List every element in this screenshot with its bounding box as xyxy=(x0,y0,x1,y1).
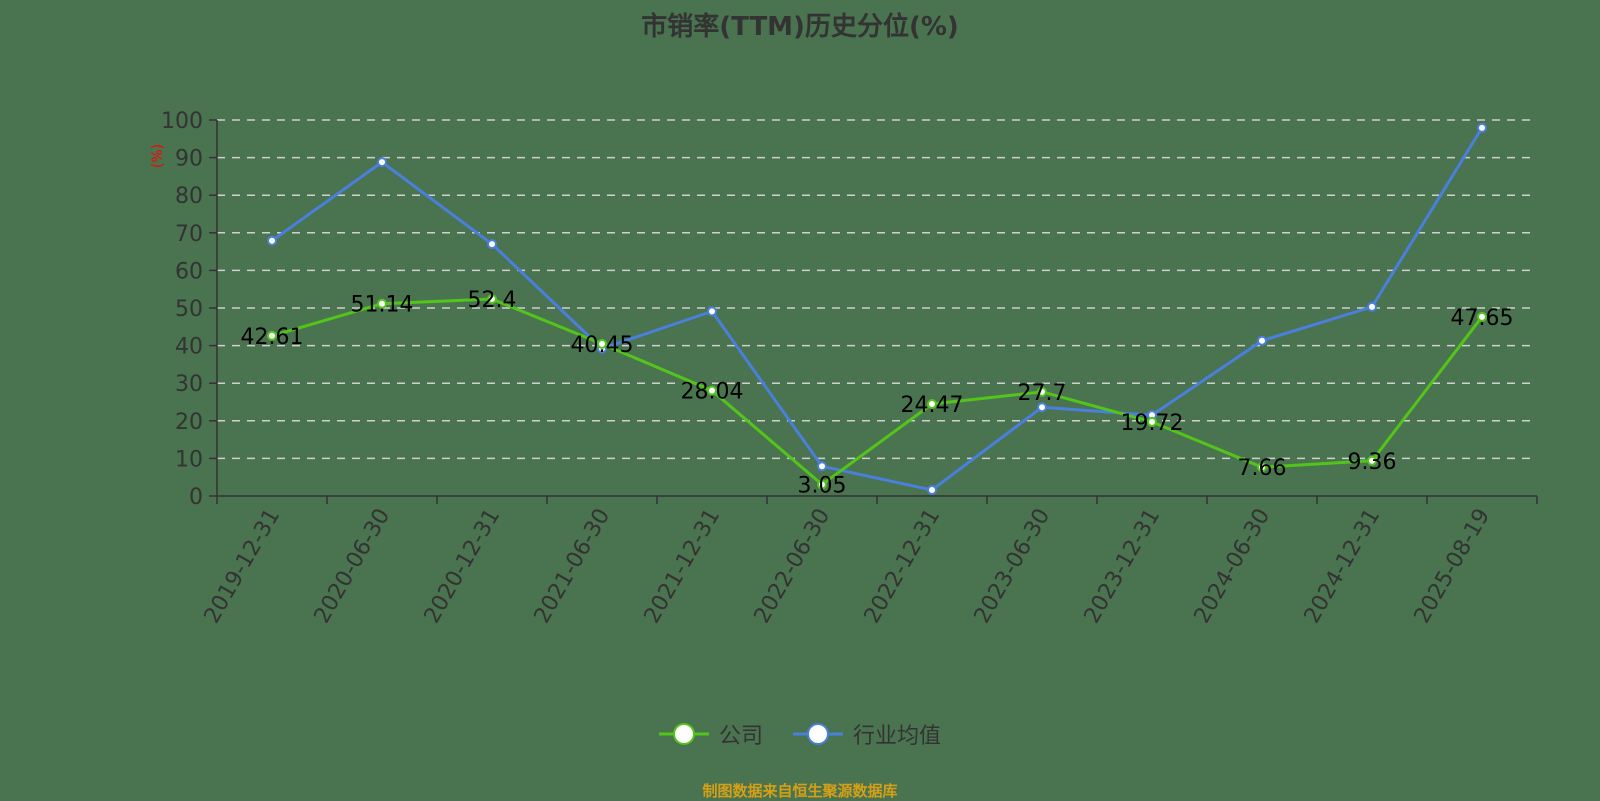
data-point[interactable] xyxy=(487,293,497,304)
data-label: 3.05 xyxy=(798,474,847,499)
series-line xyxy=(271,297,1484,487)
data-label: 47.65 xyxy=(1451,306,1514,331)
data-label: 52.4 xyxy=(468,288,517,313)
data-point[interactable] xyxy=(267,235,277,246)
data-point[interactable] xyxy=(707,306,717,317)
data-point[interactable] xyxy=(1477,122,1487,133)
data-labels: 42.61 51.14 52.4 40.45 28.04 3.05 24.47 27.7 19.… xyxy=(241,288,1514,499)
data-label: 28.04 xyxy=(681,380,744,405)
y-tick-label: 100 xyxy=(161,109,203,134)
data-label: 51.14 xyxy=(351,293,414,318)
grid-lines xyxy=(217,119,1537,460)
y-tick-label: 80 xyxy=(175,184,203,209)
legend-item-company[interactable]: 公司 xyxy=(658,718,763,750)
axes: 0 10 20 30 40 50 60 70 80 90 100 (%) 2019-12-31 2020-… xyxy=(150,109,1538,628)
legend-label: 行业均值 xyxy=(853,724,942,749)
y-tick-label: 60 xyxy=(175,259,203,284)
x-tick-label: 2021-12-31 xyxy=(640,505,726,628)
series-lines xyxy=(267,122,1487,495)
data-point[interactable] xyxy=(817,461,827,472)
data-point[interactable] xyxy=(707,385,717,396)
x-tick-label: 2024-06-30 xyxy=(1190,505,1276,628)
legend-item-industry-average[interactable]: 行业均值 xyxy=(793,718,941,750)
data-point[interactable] xyxy=(1477,311,1487,322)
legend: 公司 行业均值 xyxy=(0,718,1600,750)
data-point[interactable] xyxy=(487,239,497,250)
data-point[interactable] xyxy=(267,330,277,341)
y-tick-label: 40 xyxy=(175,335,203,360)
data-label: 19.72 xyxy=(1121,411,1184,436)
y-tick-label: 70 xyxy=(175,222,203,247)
data-point[interactable] xyxy=(927,398,937,409)
data-point[interactable] xyxy=(597,338,607,349)
legend-line-circle-icon xyxy=(658,723,709,745)
x-tick-label: 2022-06-30 xyxy=(750,505,836,628)
x-tick-label: 2023-12-31 xyxy=(1080,505,1166,628)
x-tick-label: 2025-08-19 xyxy=(1410,505,1496,628)
y-tick-label: 90 xyxy=(175,147,203,172)
y-tick-label: 0 xyxy=(189,485,203,510)
data-point[interactable] xyxy=(1367,455,1377,466)
series-line xyxy=(271,127,1484,492)
legend-line-circle-icon xyxy=(793,723,843,745)
legend-label: 公司 xyxy=(718,724,763,749)
x-tick-label: 2019-12-31 xyxy=(200,505,286,628)
data-point[interactable] xyxy=(377,157,387,168)
y-axis-unit-label: (%) xyxy=(150,144,166,168)
data-point[interactable] xyxy=(817,479,827,490)
data-label: 24.47 xyxy=(901,393,964,418)
data-label: 7.66 xyxy=(1238,456,1287,481)
y-tick-label: 10 xyxy=(175,447,203,472)
x-tick-label: 2020-06-30 xyxy=(310,505,396,628)
x-tick-label: 2020-12-31 xyxy=(420,505,506,628)
x-tick-label: 2022-12-31 xyxy=(860,505,946,628)
data-label: 40.45 xyxy=(571,333,634,358)
x-tick-label: 2024-12-31 xyxy=(1300,505,1386,628)
y-tick-label: 30 xyxy=(175,372,203,397)
data-point[interactable] xyxy=(377,298,387,309)
data-point[interactable] xyxy=(1147,416,1157,427)
data-label: 42.61 xyxy=(241,325,304,350)
y-tick-label: 20 xyxy=(175,410,203,435)
chart-title: 市销率(TTM)历史分位(%) xyxy=(641,12,959,42)
x-tick-label: 2023-06-30 xyxy=(970,505,1056,628)
data-point[interactable] xyxy=(1037,402,1047,413)
y-tick-label: 50 xyxy=(175,297,203,322)
x-tick-label: 2021-06-30 xyxy=(530,505,616,628)
source-note: 制图数据来自恒生聚源数据库 xyxy=(702,782,898,800)
data-point[interactable] xyxy=(1257,462,1267,473)
data-label: 27.7 xyxy=(1018,381,1067,406)
data-point[interactable] xyxy=(1037,386,1047,397)
data-label: 9.36 xyxy=(1348,450,1397,475)
data-point[interactable] xyxy=(927,484,937,495)
data-point[interactable] xyxy=(1367,301,1377,312)
data-point[interactable] xyxy=(1257,335,1267,346)
